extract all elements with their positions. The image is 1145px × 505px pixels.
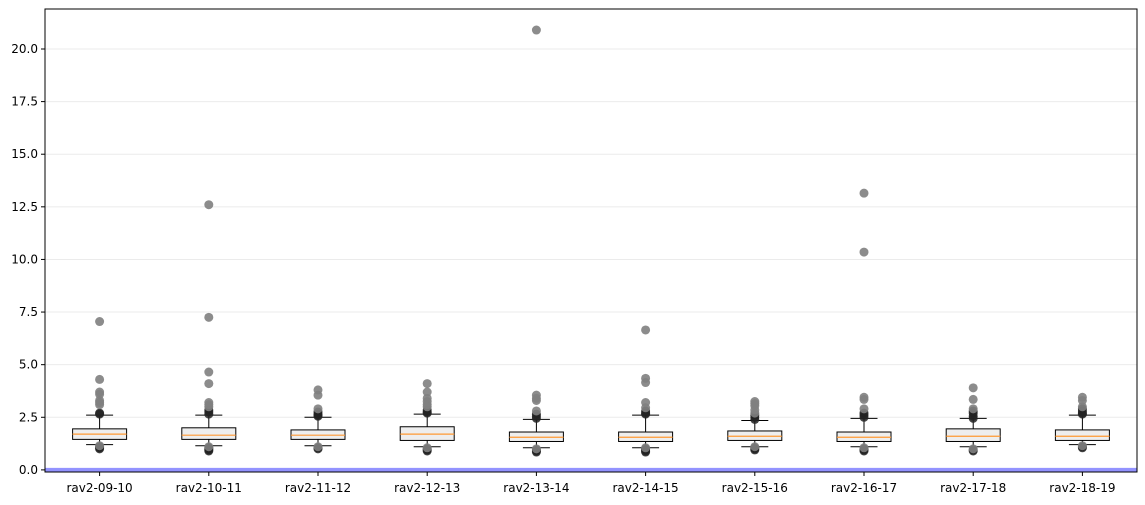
- grid-lines: [45, 48, 1137, 471]
- x-tick-label: rav2-18-19: [1049, 481, 1115, 495]
- outlier-point: [641, 443, 651, 453]
- outlier-point: [968, 394, 978, 404]
- outlier-point: [531, 390, 541, 400]
- outlier-point: [422, 387, 432, 397]
- outlier-point: [422, 379, 432, 389]
- outlier-point: [204, 367, 214, 377]
- outlier-point: [204, 312, 214, 322]
- outlier-point: [968, 444, 978, 454]
- box-group-rav2-16-17: [836, 188, 892, 456]
- plot-frame: [44, 8, 1138, 473]
- y-tick-label: 2.5: [19, 410, 38, 424]
- outlier-point: [859, 247, 869, 257]
- box-group-rav2-13-14: [508, 25, 564, 457]
- outlier-point: [95, 374, 105, 384]
- box-group-rav2-10-11: [181, 200, 237, 456]
- x-tick-label: rav2-14-15: [612, 481, 678, 495]
- outlier-point: [859, 404, 869, 414]
- outlier-point: [204, 379, 214, 389]
- y-axis: 0.0 2.5 5.0 7.5 10.0 12.5 15.0 17.5 20.0: [11, 42, 45, 477]
- outlier-point: [313, 385, 323, 395]
- box-group-rav2-09-10: [72, 317, 128, 454]
- outlier-point: [204, 200, 214, 210]
- outlier-point: [968, 404, 978, 414]
- box-series: [72, 25, 1110, 457]
- outlier-point: [1077, 402, 1087, 412]
- x-axis: rav2-09-10 rav2-10-11 rav2-11-12 rav2-12-13…: [66, 472, 1116, 495]
- outlier-point: [531, 25, 541, 35]
- outlier-point: [750, 396, 760, 406]
- outlier-point: [968, 383, 978, 393]
- outlier-point: [859, 188, 869, 198]
- outlier-point: [750, 442, 760, 452]
- outlier-point: [859, 443, 869, 453]
- box-group-rav2-14-15: [618, 325, 674, 457]
- x-tick-label: rav2-17-18: [940, 481, 1006, 495]
- outlier-point: [1077, 392, 1087, 402]
- x-tick-label: rav2-09-10: [66, 481, 132, 495]
- outlier-point: [313, 442, 323, 452]
- outlier-point: [641, 373, 651, 383]
- x-tick-label: rav2-10-11: [176, 481, 242, 495]
- x-tick-label: rav2-11-12: [285, 481, 351, 495]
- y-tick-label: 5.0: [19, 358, 38, 372]
- y-tick-label: 15.0: [11, 147, 38, 161]
- outlier-point: [95, 408, 105, 418]
- x-tick-label: rav2-13-14: [503, 481, 569, 495]
- x-tick-label: rav2-16-17: [831, 481, 897, 495]
- iqr-box: [1054, 429, 1110, 441]
- outlier-point: [204, 398, 214, 408]
- x-tick-label: rav2-15-16: [722, 481, 788, 495]
- box-group-rav2-15-16: [727, 396, 783, 455]
- outlier-point: [95, 395, 105, 405]
- outlier-point: [641, 325, 651, 335]
- y-tick-label: 0.0: [19, 463, 38, 477]
- outlier-point: [531, 444, 541, 454]
- box-group-rav2-17-18: [945, 383, 1001, 456]
- outlier-point: [95, 317, 105, 327]
- outlier-point: [95, 441, 105, 451]
- outlier-point: [531, 406, 541, 416]
- outlier-point: [641, 398, 651, 408]
- iqr-box: [945, 428, 1001, 442]
- outlier-point: [313, 404, 323, 414]
- box-group-rav2-18-19: [1054, 392, 1110, 453]
- outlier-point: [204, 442, 214, 452]
- y-tick-label: 10.0: [11, 252, 38, 266]
- box-group-rav2-11-12: [290, 385, 346, 454]
- outlier-point: [859, 392, 869, 402]
- box-group-rav2-12-13: [399, 379, 455, 456]
- y-tick-label: 20.0: [11, 42, 38, 56]
- outlier-point: [95, 387, 105, 397]
- y-tick-label: 12.5: [11, 200, 38, 214]
- iqr-box: [181, 427, 237, 440]
- outlier-point: [422, 393, 432, 403]
- y-tick-label: 17.5: [11, 95, 38, 109]
- y-tick-label: 7.5: [19, 305, 38, 319]
- x-tick-label: rav2-12-13: [394, 481, 460, 495]
- outlier-point: [422, 443, 432, 453]
- outlier-point: [1077, 441, 1087, 451]
